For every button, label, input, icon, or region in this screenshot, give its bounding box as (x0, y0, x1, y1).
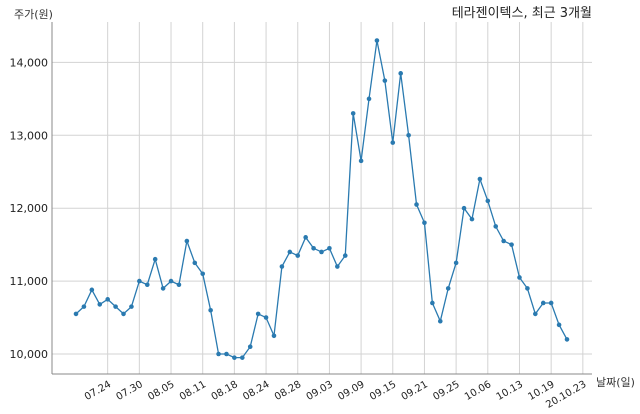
data-point (501, 238, 506, 244)
data-point (311, 245, 316, 251)
chart-title: 테라젠이텍스, 최근 3개월 (452, 6, 592, 21)
x-tick-label: 08.11 (178, 379, 208, 403)
data-point (414, 202, 419, 207)
x-tick-label: 09.03 (305, 379, 335, 403)
series-line (75, 40, 568, 359)
y-tick-labels: 10,000 11,000 12,000 13,000 14,000 (10, 56, 49, 361)
data-point (406, 133, 411, 138)
data-point (327, 245, 332, 251)
data-point (509, 242, 514, 247)
data-point (374, 38, 380, 43)
y-axis-label: 주가(원) (14, 8, 53, 21)
x-tick-label: 08.24 (241, 379, 271, 403)
grid-lines (52, 22, 592, 374)
x-tick-label: 07.30 (115, 379, 145, 403)
data-point (137, 278, 142, 284)
data-point (493, 224, 499, 229)
data-point (437, 318, 443, 324)
x-tick-label: 08.05 (146, 379, 176, 403)
data-point (192, 260, 198, 266)
x-tick-label: 09.25 (431, 379, 461, 403)
data-point (200, 271, 206, 277)
data-point (240, 355, 245, 360)
data-point (176, 282, 182, 288)
y-tick-label: 14,000 (10, 56, 49, 69)
data-point (398, 71, 403, 76)
x-tick-label: 08.18 (210, 379, 240, 403)
x-tick-labels: 07.24 07.30 08.05 08.11 08.18 08.24 08.28 09.03… (83, 379, 588, 411)
data-point (152, 256, 158, 262)
data-point (350, 111, 356, 116)
axes (51, 22, 592, 375)
data-point (477, 176, 483, 182)
data-point (121, 311, 126, 317)
x-axis-label: 날짜(일) (596, 375, 635, 389)
data-point (247, 344, 253, 350)
y-tick-label: 12,000 (10, 202, 49, 215)
x-tick-label: 08.28 (273, 379, 303, 403)
data-point (517, 275, 522, 280)
data-point (184, 238, 190, 244)
data-point (216, 351, 221, 357)
data-point (564, 337, 570, 342)
data-point (469, 216, 475, 222)
data-point (358, 158, 364, 164)
x-tick-label: 09.15 (368, 379, 398, 403)
data-point (295, 253, 301, 258)
data-point (105, 297, 110, 302)
x-tick-label: 10.13 (495, 379, 525, 403)
data-point (287, 249, 293, 255)
data-point (144, 282, 150, 288)
data-point (113, 304, 118, 309)
data-point (129, 304, 134, 309)
data-point (255, 311, 261, 317)
data-point (160, 286, 166, 291)
data-point (279, 264, 285, 269)
data-point (335, 264, 340, 269)
data-point (168, 278, 174, 284)
data-point (485, 198, 491, 204)
data-point (263, 315, 269, 320)
y-tick-label: 11,000 (10, 275, 49, 288)
data-point (382, 78, 388, 83)
data-point (390, 140, 396, 145)
data-point (445, 286, 451, 291)
y-tick-label: 10,000 (10, 348, 49, 361)
x-tick-label: 10.06 (463, 379, 493, 403)
x-tick-label: 07.24 (83, 379, 113, 403)
x-tick-label: 09.09 (336, 379, 366, 403)
data-point (533, 311, 538, 317)
data-point (556, 322, 562, 328)
data-point (73, 311, 79, 317)
data-point (208, 307, 213, 313)
data-point (232, 355, 237, 360)
data-point (430, 300, 435, 306)
data-point (540, 300, 546, 306)
data-point (548, 300, 554, 306)
data-point (303, 235, 308, 240)
data-point (461, 205, 467, 211)
data-point (453, 260, 459, 266)
data-point (89, 287, 95, 293)
data-point (271, 333, 277, 339)
y-tick-label: 13,000 (10, 129, 49, 142)
data-point (422, 220, 427, 226)
data-point (342, 253, 348, 258)
data-point (97, 302, 103, 307)
data-point (366, 96, 372, 102)
data-point (319, 249, 324, 255)
price-series (73, 38, 570, 360)
data-point (525, 286, 530, 291)
x-tick-label: 09.21 (400, 379, 430, 403)
data-point (224, 351, 229, 357)
data-point (81, 304, 87, 309)
